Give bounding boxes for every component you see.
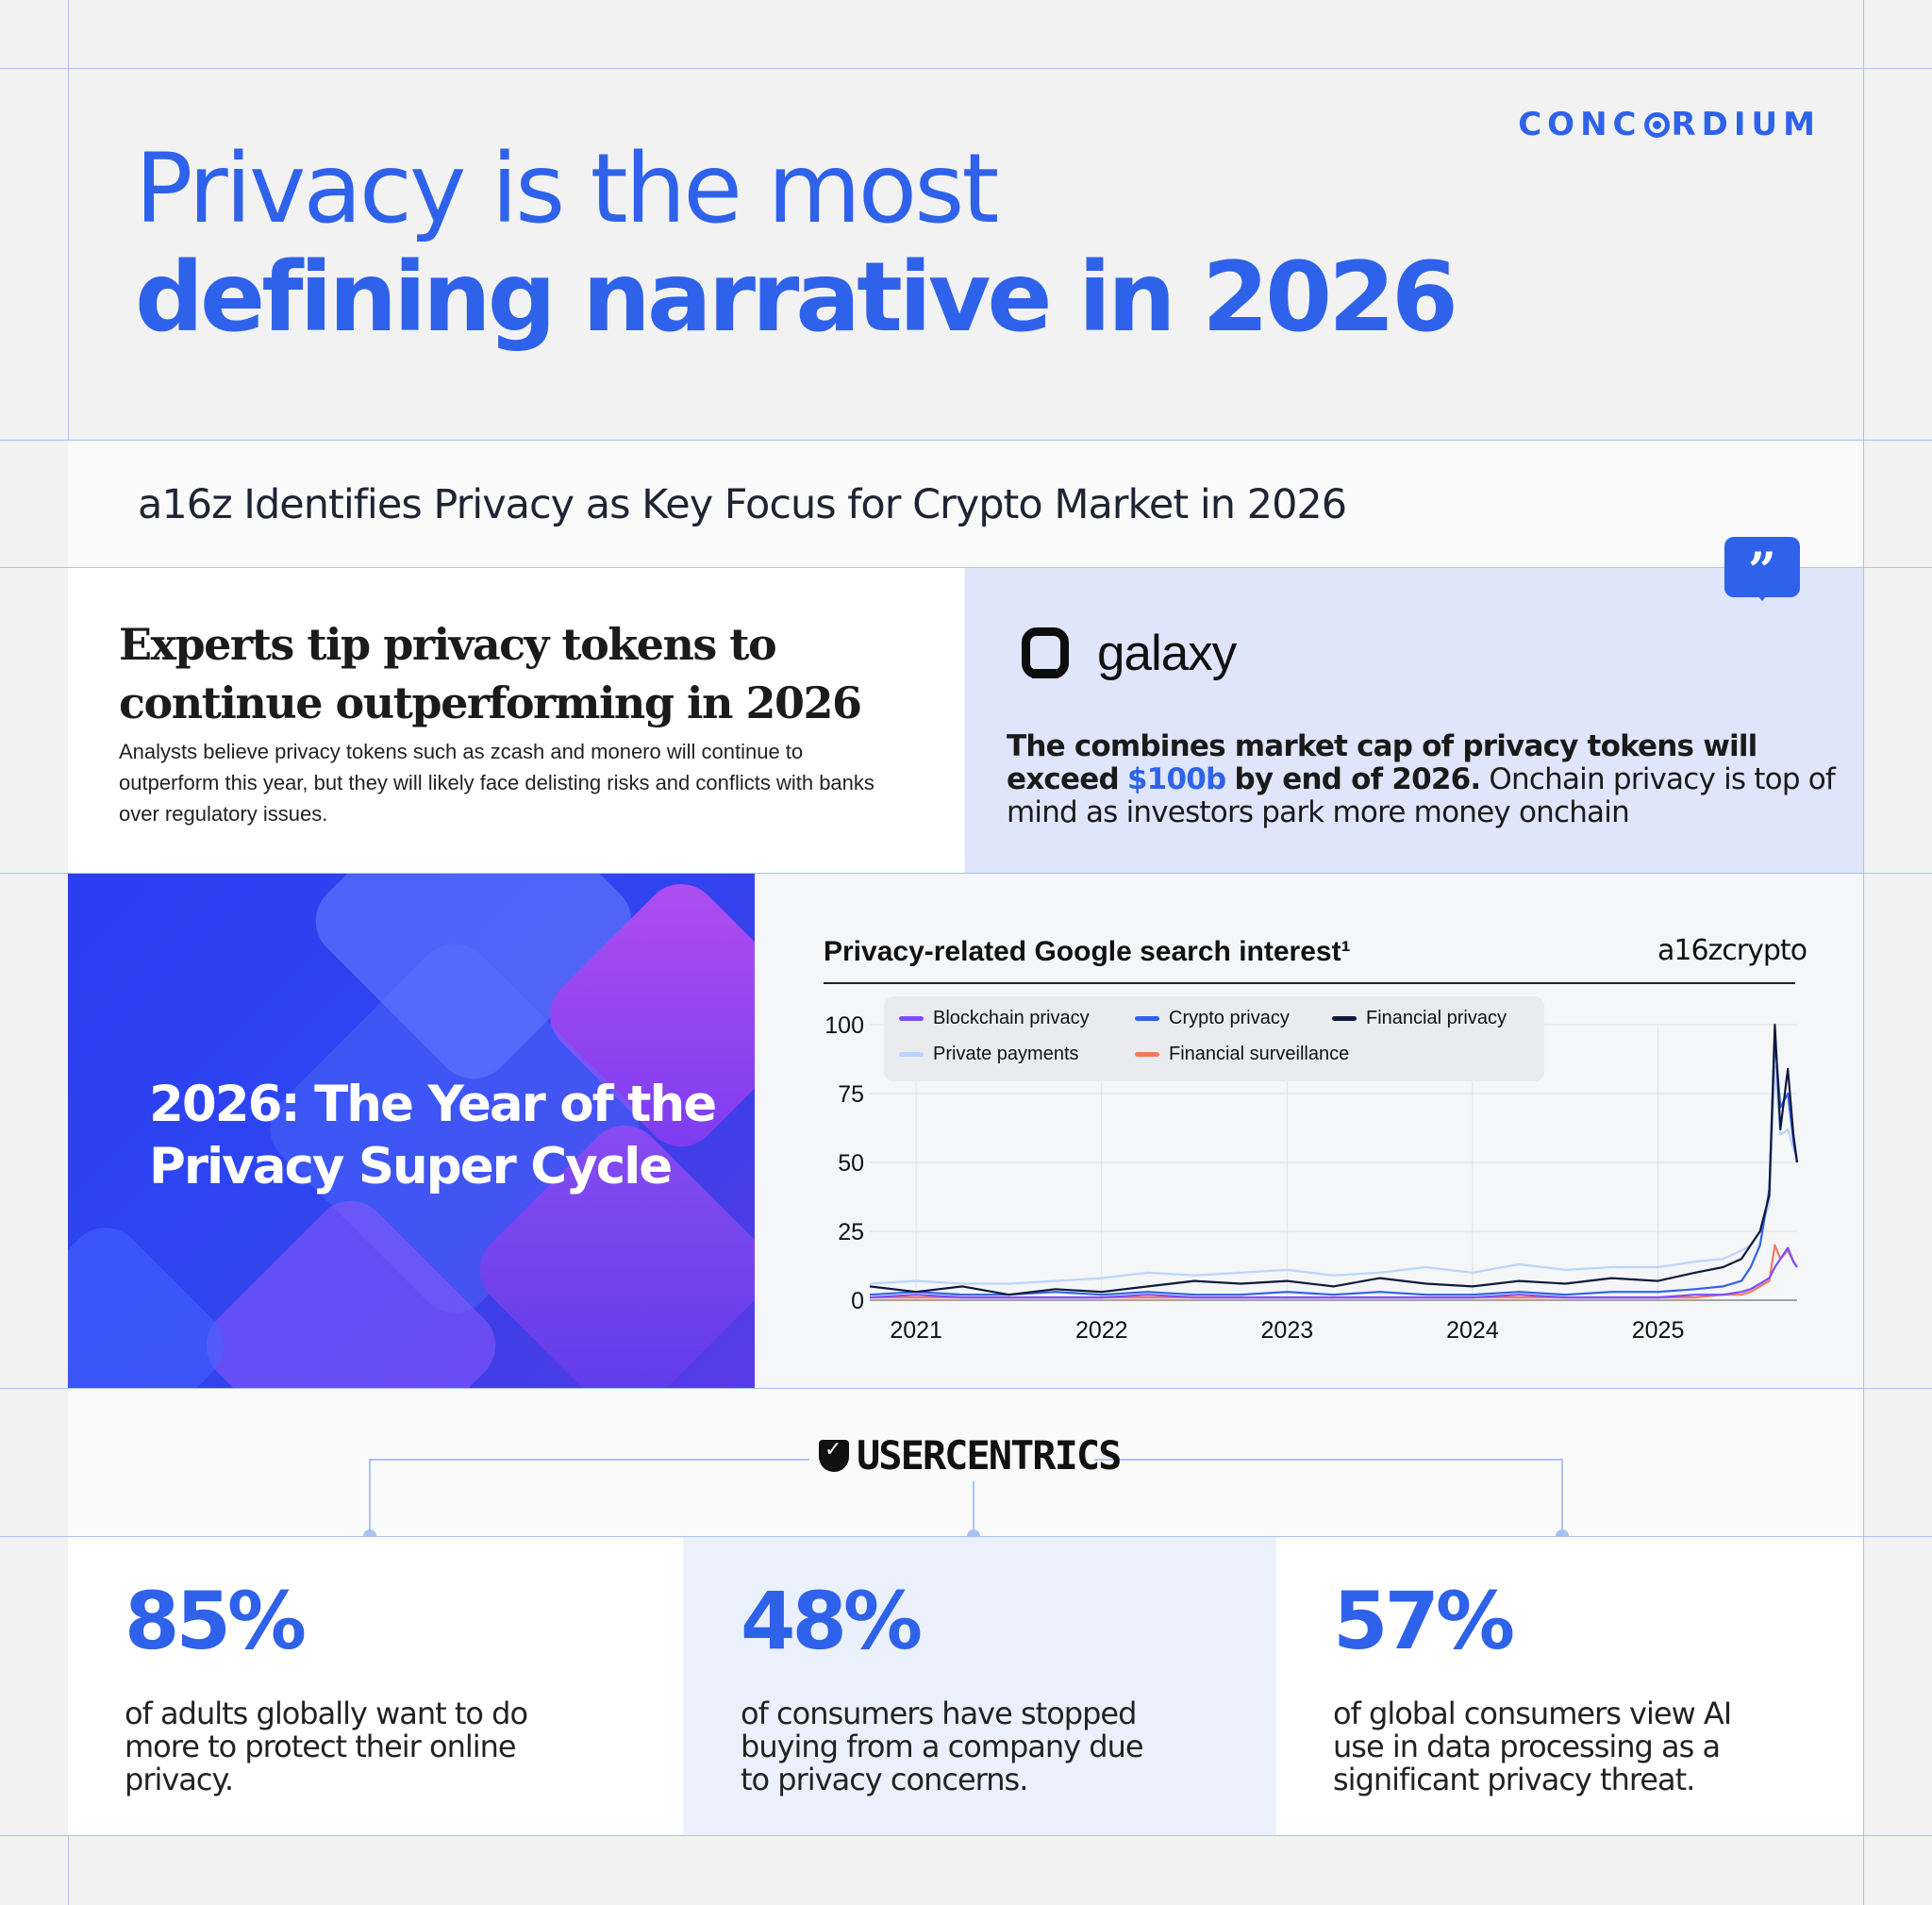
legend-swatch: [1135, 1016, 1159, 1021]
legend-swatch: [1332, 1016, 1357, 1021]
stat-text: of global consumers view AI use in data …: [1333, 1696, 1732, 1797]
y-tick-label: 25: [838, 1219, 864, 1245]
logo-text-right: RDIUM: [1671, 106, 1821, 143]
x-tick-label: 2023: [1261, 1317, 1314, 1344]
section-subtitle: a16z Identifies Privacy as Key Focus for…: [138, 481, 1347, 528]
promo-title: 2026: The Year of the Privacy Super Cycl…: [149, 1076, 717, 1195]
grid-line: [0, 1536, 1932, 1537]
grid-line: [0, 1388, 1932, 1389]
stat-card: 57% of global consumers view AI use in d…: [1276, 1537, 1863, 1835]
y-tick-label: 50: [838, 1150, 864, 1177]
x-tick-label: 2022: [1075, 1317, 1128, 1344]
stat-card: 85% of adults globally want to do more t…: [68, 1537, 683, 1835]
series-line: [869, 1246, 1798, 1299]
legend-swatch: [1135, 1052, 1159, 1057]
galaxy-quote: The combines market cap of privacy token…: [1007, 730, 1837, 829]
chart-legend: Blockchain privacy Crypto privacy Financ…: [884, 996, 1544, 1081]
chart-title: Privacy-related Google search interest¹: [824, 936, 1351, 967]
quote-bold-2: by end of 2026.: [1234, 762, 1481, 796]
stat-text: of consumers have stopped buying from a …: [741, 1696, 1144, 1797]
usercentrics-logo[interactable]: USERCENTRICS: [819, 1432, 1122, 1479]
chart-source-brand: a16zcrypto: [1657, 934, 1807, 967]
legend-swatch: [899, 1052, 924, 1057]
news-heading: Experts tip privacy tokens to continue o…: [119, 619, 862, 728]
y-tick-label: 0: [851, 1288, 864, 1314]
subtitle-band: [68, 441, 1863, 567]
stat-value: 57%: [1333, 1575, 1515, 1667]
quote-rest: Onchain privacy is top of mind as invest…: [1007, 762, 1836, 829]
legend-label: Private payments: [933, 1044, 1079, 1064]
galaxy-logo-icon: [1022, 627, 1069, 678]
concordium-logo[interactable]: CONC RDIUM: [1518, 106, 1821, 143]
legend-label: Financial surveillance: [1169, 1044, 1350, 1064]
quote-icon: ”: [1724, 537, 1800, 601]
chart-title-rule: [824, 982, 1795, 984]
stat-text: of adults globally want to do more to pr…: [125, 1696, 528, 1797]
shield-check-icon: [819, 1438, 849, 1472]
legend-label: Blockchain privacy: [933, 1008, 1090, 1028]
headline-line-2: defining narrative in 2026: [135, 242, 1458, 354]
news-body: Analysts believe privacy tokens such as …: [119, 740, 874, 826]
news-card[interactable]: Experts tip privacy tokens to continue o…: [68, 568, 964, 873]
grid-line: [0, 1835, 1932, 1836]
y-tick-label: 75: [838, 1081, 864, 1108]
grid-line: [0, 873, 1932, 874]
y-tick-label: 100: [824, 1012, 864, 1039]
x-tick-label: 2021: [890, 1317, 942, 1344]
grid-line: [0, 567, 1932, 568]
headline-line-1: Privacy is the most: [135, 133, 999, 245]
galaxy-quote-card: galaxy The combines market cap of privac…: [965, 568, 1863, 873]
legend-item: Crypto privacy: [1135, 1008, 1290, 1029]
series-line: [869, 1023, 1799, 1296]
galaxy-brand: galaxy: [1097, 626, 1237, 681]
promo-card[interactable]: 2026: The Year of the Privacy Super Cycl…: [68, 874, 755, 1388]
x-tick-label: 2025: [1632, 1317, 1685, 1344]
legend-item: Blockchain privacy: [899, 1008, 1090, 1029]
quote-highlight: $100b: [1126, 762, 1226, 796]
legend-item: Private payments: [899, 1044, 1079, 1065]
grid-line: [0, 68, 1932, 69]
legend-label: Financial privacy: [1366, 1008, 1507, 1028]
grid-line: [0, 440, 1932, 441]
stat-value: 48%: [741, 1575, 923, 1667]
quote-bold-1: The combines market cap of privacy token…: [1007, 729, 1757, 796]
grid-line: [1863, 0, 1864, 1905]
x-tick-label: 2024: [1446, 1317, 1499, 1344]
connector-path: [369, 1459, 1563, 1536]
chart-panel: [756, 874, 1863, 1388]
usercentrics-brand: USERCENTRICS: [857, 1432, 1122, 1479]
usercentrics-band: [68, 1389, 1863, 1536]
logo-text-left: CONC: [1518, 106, 1642, 143]
legend-swatch: [899, 1016, 924, 1021]
stat-value: 85%: [125, 1575, 307, 1667]
legend-item: Financial surveillance: [1135, 1044, 1349, 1065]
legend-label: Crypto privacy: [1169, 1008, 1290, 1028]
stat-card: 48% of consumers have stopped buying fro…: [684, 1537, 1275, 1835]
logo-o-icon: [1643, 111, 1670, 138]
legend-item: Financial privacy: [1332, 1008, 1507, 1029]
